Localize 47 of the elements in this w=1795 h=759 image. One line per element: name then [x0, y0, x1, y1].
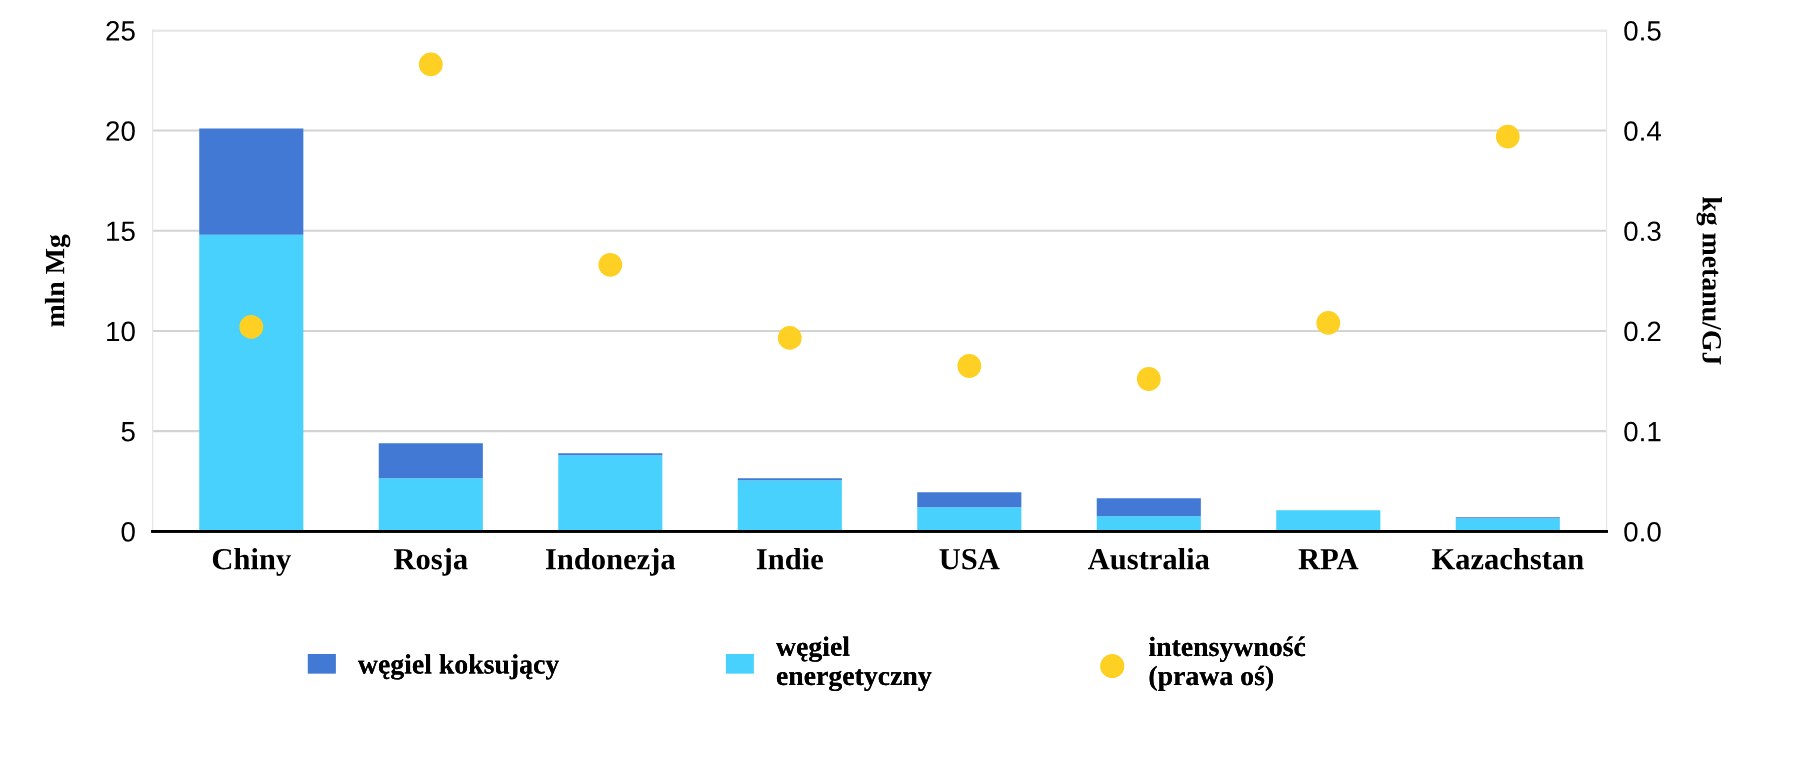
bar — [558, 455, 663, 532]
y2-tick-label: 0.2 — [1624, 321, 1661, 342]
y2-tick-label: 0.3 — [1624, 221, 1661, 242]
bar — [1455, 518, 1560, 532]
y2-tick-label: 0.1 — [1624, 421, 1661, 442]
point — [777, 326, 802, 350]
y2-tick-label: 0.5 — [1624, 21, 1661, 41]
y-axis-title: mln Mg — [44, 234, 71, 327]
point — [1136, 367, 1161, 391]
y-tick-label: 25 — [106, 21, 135, 41]
bar — [199, 128, 304, 235]
y2-axis-title: kg metanu/GJ — [1696, 197, 1722, 365]
x-tick-label: USA — [939, 548, 1000, 570]
y-tick-label: 15 — [107, 221, 135, 242]
y2-tick-label: 0.0 — [1624, 521, 1661, 542]
bar — [1096, 498, 1201, 517]
y-tick-label: 5 — [121, 422, 135, 442]
x-tick-label: Indonezja — [545, 547, 676, 576]
legend-label: węgiel energetyczny — [776, 636, 932, 692]
x-tick-label: Chiny — [212, 547, 291, 576]
y2-tick-label: 0.4 — [1624, 121, 1661, 141]
bar — [1276, 510, 1381, 532]
point — [957, 354, 982, 378]
bar — [199, 234, 304, 532]
x-tick-label: Rosja — [393, 547, 468, 576]
x-tick-label: Indie — [756, 547, 823, 570]
point — [418, 52, 443, 77]
point — [1316, 311, 1341, 335]
bar — [558, 453, 663, 456]
y-tick-label: 10 — [107, 321, 135, 342]
legend-label: intensywność (prawa oś) — [1149, 636, 1306, 691]
y-tick-label: 0 — [121, 521, 135, 542]
bar — [737, 480, 842, 532]
y-tick-label: 20 — [106, 121, 135, 141]
bar — [917, 492, 1022, 508]
bar — [378, 478, 483, 532]
point — [598, 252, 623, 277]
point — [1495, 124, 1520, 149]
bar — [378, 443, 483, 479]
bar — [1096, 516, 1201, 532]
bar — [917, 507, 1022, 532]
x-tick-label: RPA — [1298, 549, 1359, 570]
x-tick-label: Kazachstan — [1431, 547, 1584, 570]
point — [239, 315, 264, 339]
legend-label: węgiel koksujący — [357, 654, 559, 680]
bar — [737, 478, 842, 481]
x-tick-label: Australia — [1087, 547, 1210, 570]
